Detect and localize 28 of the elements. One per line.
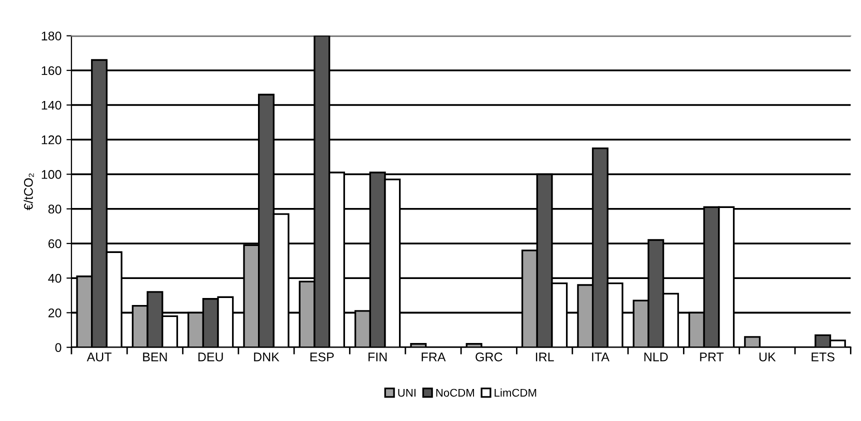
x-tick-label: FIN <box>368 352 387 362</box>
x-tick-label: ETS <box>812 352 834 362</box>
x-tick-label: IRL <box>536 352 554 362</box>
x-tick-label: ESP <box>310 352 334 362</box>
x-tick-label: PRT <box>700 352 724 362</box>
y-tick-label: 60 <box>48 239 62 248</box>
y-tick-label: 100 <box>42 170 62 179</box>
y-tick-label: 80 <box>48 204 62 214</box>
y-tick-label: 140 <box>42 100 62 110</box>
legend-label: LimCDM <box>494 388 536 397</box>
x-tick-label: NLD <box>644 352 668 362</box>
y-tick-label: 20 <box>48 308 62 318</box>
y-tick-label: 120 <box>42 135 62 144</box>
y-tick-label: 40 <box>48 274 62 283</box>
legend-label: UNI <box>398 388 416 397</box>
y-tick-label: 180 <box>42 32 62 40</box>
x-tick-label: UK <box>759 352 776 362</box>
x-tick-label: FRA <box>422 352 446 362</box>
y-axis-title: €/tCO₂ <box>24 173 34 210</box>
x-tick-label: AUT <box>86 352 112 362</box>
y-tick-label: 0 <box>55 343 62 352</box>
x-tick-label: ITA <box>592 352 610 362</box>
x-tick-label: DEU <box>198 352 223 362</box>
x-tick-label: BEN <box>143 352 167 362</box>
legend-label: NoCDM <box>436 388 474 397</box>
x-tick-label: DNK <box>254 352 280 362</box>
x-tick-label: GRC <box>476 352 502 362</box>
y-tick-label: 160 <box>42 66 62 76</box>
